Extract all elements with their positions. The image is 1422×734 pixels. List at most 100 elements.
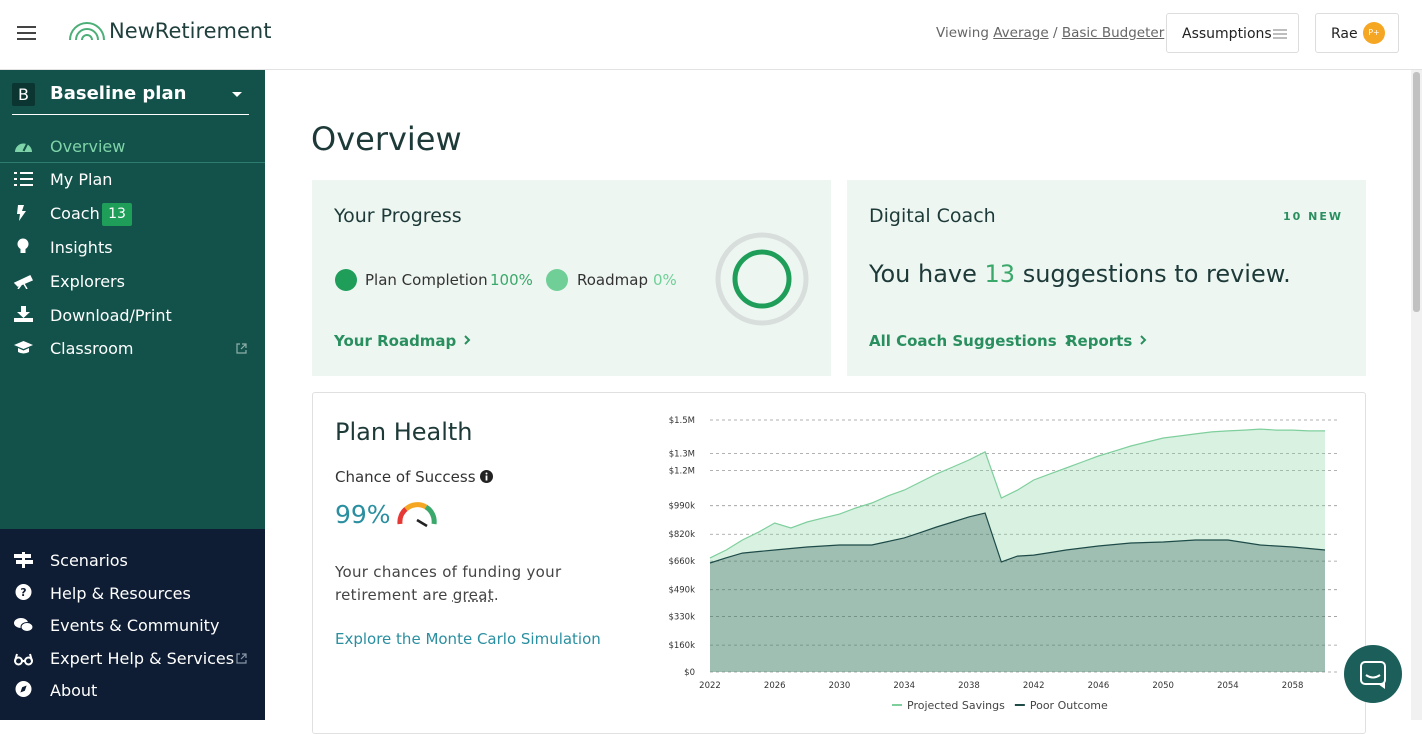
area-fill [710,513,1325,672]
nav-item[interactable]: About [0,680,265,702]
x-tick-label: 2034 [893,681,915,691]
progress-ring [715,232,809,326]
link-text: Your Roadmap [334,332,457,350]
nav-label: Overview [50,137,126,156]
x-tick-label: 2058 [1282,681,1304,691]
y-tick-label: $820k [668,530,695,540]
chance-text: Chance of Success [335,468,476,486]
series-line [709,428,1325,559]
chance-value: 99% [335,500,391,529]
nav-label: About [50,681,98,700]
plan-underline [12,114,249,115]
nav-label: Insights [50,238,113,257]
nav-label: Events & Community [50,616,220,635]
y-tick-label: $490k [668,586,695,596]
user-name: Rae [1331,26,1358,42]
scrollbar [1411,70,1422,720]
coach-summary: You have 13 suggestions to review. [869,260,1291,288]
suggestions-link[interactable]: All Coach Suggestions [869,332,1075,350]
user-button[interactable]: Rae P+ [1315,13,1399,53]
nav-item[interactable]: Events & Community [0,615,265,637]
chat-button[interactable] [1344,645,1402,703]
nav-label: Explorers [50,272,125,291]
external-icon [236,343,247,354]
nav-item[interactable]: Expert Help & Services [0,648,265,670]
info-icon[interactable] [480,470,494,483]
summary-count: 13 [984,260,1016,288]
completion-dot [335,269,357,291]
health-description: Your chances of funding your retirement … [335,561,635,607]
nav-icon [14,172,33,186]
y-tick-label: $160k [668,641,695,651]
legend-label: Poor Outcome [1030,699,1108,712]
chance-label: Chance of Success [335,468,494,486]
sidebar-bottom [0,529,265,720]
nav-item[interactable]: Download/Print [0,305,265,327]
nav-icon [15,681,32,697]
nav-icon [17,238,29,253]
nav-icon [14,552,33,568]
legend-label: Projected Savings [907,699,1005,712]
nav-item[interactable]: My Plan [0,169,265,191]
viewing: Viewing Average / Basic Budgeter [936,25,1164,41]
y-tick-label: $660k [668,557,695,567]
summary-text: You have [869,260,977,288]
nav-icon: ? [15,584,32,600]
nav-label: Scenarios [50,551,128,570]
nav-icon [14,275,33,289]
series-line [709,512,1326,564]
nav-item[interactable]: Insights [0,237,265,259]
nav-item[interactable]: Scenarios [0,550,265,572]
external-icon [236,653,247,664]
nav-item[interactable]: Overview [0,136,265,158]
header: NewRetirement Viewing Average / Basic Bu… [0,0,1422,70]
roadmap-label: Roadmap [577,271,648,289]
roadmap-link[interactable]: Your Roadmap [334,332,474,350]
desc-word[interactable]: great [452,586,494,604]
roadmap-value: 0% [653,271,677,289]
plan-caret[interactable] [231,91,243,99]
chevron [464,335,471,345]
viewing-budget[interactable]: Basic Budgeter [1061,25,1165,41]
nav-label: Help & Resources [50,584,191,603]
y-tick-label: $1.2M [669,466,695,476]
y-tick-label: $1.5M [669,416,695,426]
assumptions-label: Assumptions [1182,26,1272,42]
assumptions-button[interactable]: Assumptions [1166,13,1299,53]
sidebar [0,70,265,529]
nav-item[interactable]: Coach 13 [0,203,265,227]
viewing-prefix: Viewing [936,25,989,41]
nav-icon [17,205,26,221]
nav-icon [14,618,33,632]
reports-link[interactable]: Reports [1066,332,1150,350]
summary-text: suggestions to review. [1022,260,1291,288]
completion-label: Plan Completion [365,271,488,289]
new-count: 10 NEW [1283,210,1343,223]
viewing-profile[interactable]: Average [993,25,1049,41]
nav-item[interactable]: ? Help & Resources [0,583,265,605]
card-title: Plan Health [335,418,473,446]
nav-icon [14,306,33,322]
menu-icon[interactable] [17,25,37,41]
scroll-thumb[interactable] [1413,72,1420,312]
desc-end: . [493,586,499,604]
nav-item[interactable]: Classroom [0,338,265,360]
x-tick-label: 2050 [1152,681,1174,691]
progress-card: Your Progress Plan Completion 100% Roadm… [312,180,831,376]
nav-icon [14,341,33,354]
gauge [397,502,437,528]
avatar: P+ [1363,22,1385,44]
nav-item[interactable]: Explorers [0,271,265,293]
area-fill [710,429,1325,672]
y-tick-label: $1.3M [669,450,695,460]
card-title: Digital Coach [869,205,996,227]
logo-text[interactable]: NewRetirement [109,19,272,43]
x-tick-label: 2026 [764,681,786,691]
y-tick-label: $0 [684,668,695,678]
monte-carlo-link[interactable]: Explore the Monte Carlo Simulation [335,630,601,648]
nav-icon [14,653,33,666]
plan-name[interactable]: Baseline plan [50,83,187,104]
svg-text:?: ? [20,586,26,599]
chevron [1064,335,1072,345]
nav-icon [15,143,32,152]
